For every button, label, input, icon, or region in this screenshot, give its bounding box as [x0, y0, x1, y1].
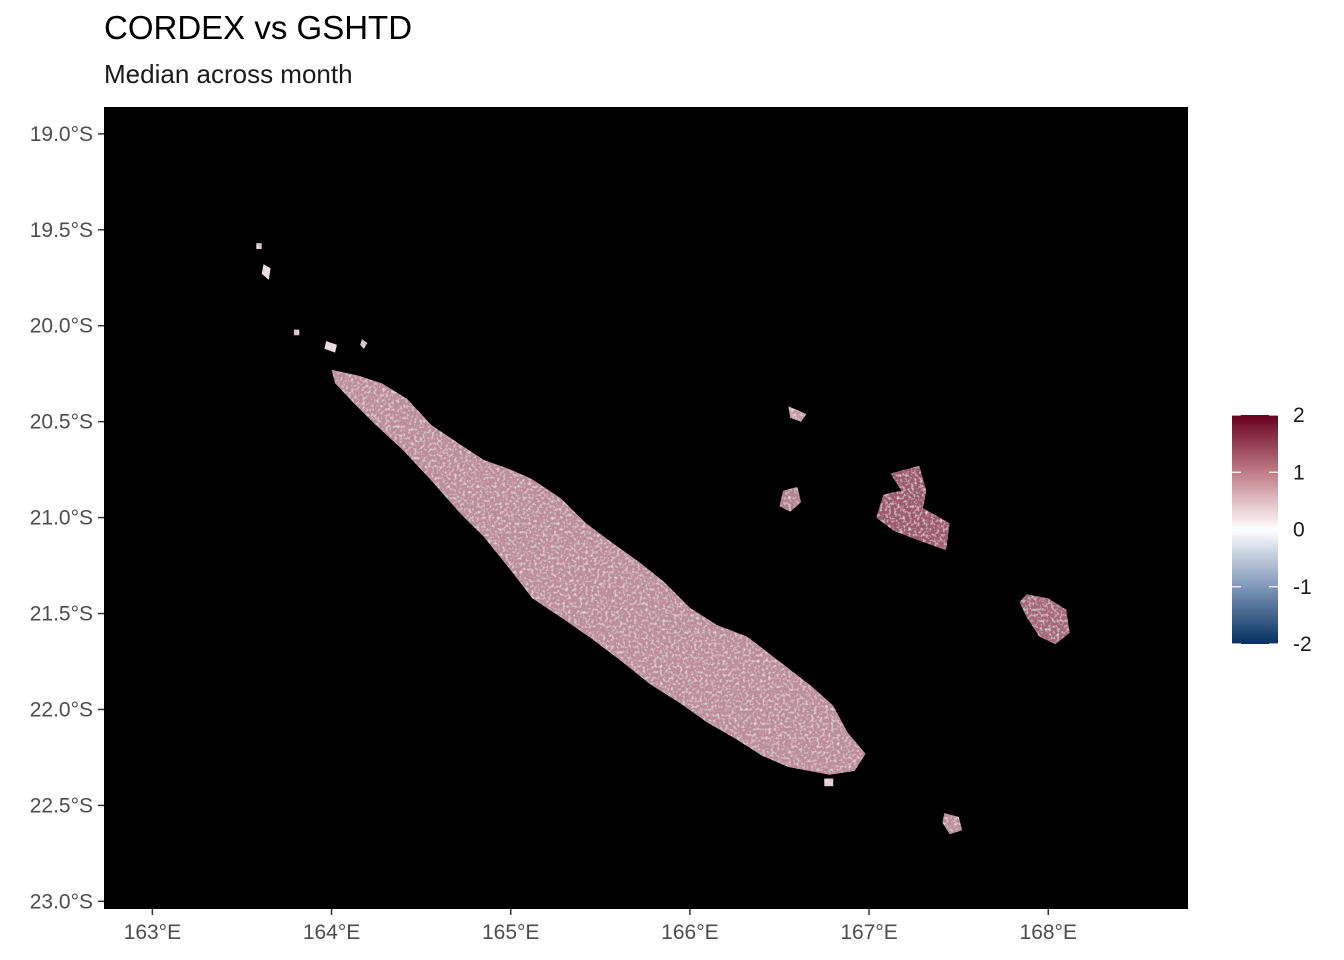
x-tick-label: 168°E — [1020, 921, 1077, 944]
x-tick-label: 165°E — [482, 921, 539, 944]
island-islet-4 — [824, 778, 834, 787]
y-tick-label: 23.0°S — [30, 890, 93, 913]
y-tick-label: 20.0°S — [30, 315, 93, 338]
legend-tick-label: -1 — [1293, 576, 1312, 599]
legend-tick-label: 0 — [1293, 519, 1305, 542]
y-tick-label: 20.5°S — [30, 411, 93, 434]
island-islet-1 — [256, 243, 262, 249]
island-islet-2 — [293, 329, 300, 336]
x-tick-label: 164°E — [303, 921, 360, 944]
island-islet-3 — [360, 339, 368, 349]
legend-tick-label: 2 — [1293, 404, 1305, 427]
island-belep-1 — [261, 264, 271, 280]
island-ouvea-north — [788, 406, 807, 422]
map-subtitle: Median across month — [104, 59, 353, 89]
island-tiga — [779, 486, 801, 512]
island-lifou — [876, 465, 950, 551]
x-axis: 163°E 164°E 165°E 166°E 167°E 168°E — [124, 909, 1077, 944]
map-panel — [104, 107, 1188, 909]
map-title: CORDEX vs GSHTD — [104, 9, 413, 46]
island-mare — [1019, 594, 1070, 645]
legend-tick-label: -2 — [1293, 633, 1312, 656]
island-isle-of-pines — [942, 813, 963, 835]
island-belep-2 — [324, 341, 337, 353]
legend-tick-label: 1 — [1293, 461, 1305, 484]
y-tick-label: 19.5°S — [30, 219, 93, 242]
y-tick-label: 19.0°S — [30, 123, 93, 146]
y-tick-label: 21.0°S — [30, 507, 93, 530]
y-tick-label: 22.5°S — [30, 794, 93, 817]
y-tick-label: 22.0°S — [30, 698, 93, 721]
x-tick-label: 166°E — [661, 921, 718, 944]
islands-layer — [256, 243, 1070, 835]
y-tick-label: 21.5°S — [30, 603, 93, 626]
island-grande-terre — [331, 369, 866, 775]
x-tick-label: 167°E — [840, 921, 897, 944]
colorbar-legend: 2 1 0 -1 -2 — [1232, 404, 1312, 656]
x-tick-label: 163°E — [124, 921, 181, 944]
y-axis: 19.0°S 19.5°S 20.0°S 20.5°S 21.0°S 21.5°S 22.0… — [30, 123, 104, 913]
